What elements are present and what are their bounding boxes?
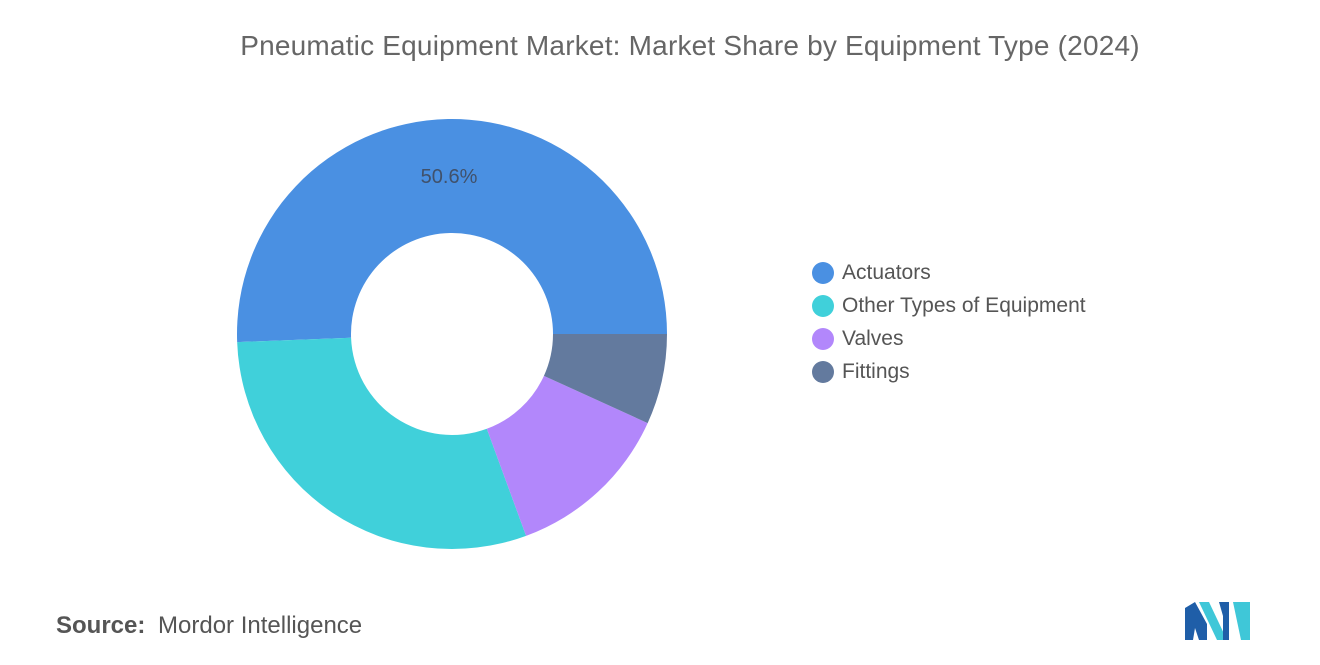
source-note: Source: Mordor Intelligence	[56, 612, 362, 640]
slice-valves[interactable]	[486, 375, 648, 536]
legend-label-valves: Valves	[842, 326, 904, 350]
chart-title: Pneumatic Equipment Market: Market Share…	[240, 30, 1140, 61]
legend-label-other-types: Other Types of Equipment	[842, 293, 1086, 317]
legend-marker-valves	[812, 327, 834, 350]
source-text: Mordor Intelligence	[158, 612, 363, 639]
slice-actuators[interactable]	[236, 119, 667, 343]
source-label: Source:	[56, 612, 146, 639]
data-label-actuators: 50.6%	[421, 166, 478, 188]
legend-marker-other-types	[812, 294, 834, 317]
slice-other-types[interactable]	[237, 337, 527, 549]
legend-marker-actuators	[812, 261, 834, 284]
legend-item-other-types[interactable]: Other Types of Equipment	[812, 289, 1086, 322]
legend-label-fittings: Fittings	[842, 359, 910, 383]
slice-fittings[interactable]	[543, 334, 667, 424]
legend: Actuators Other Types of Equipment Valve…	[812, 256, 1086, 388]
legend-marker-fittings	[812, 360, 834, 383]
mordor-intelligence-logo-icon	[1185, 602, 1250, 640]
legend-item-valves[interactable]: Valves	[812, 322, 1086, 355]
legend-item-actuators[interactable]: Actuators	[812, 256, 1086, 289]
legend-item-fittings[interactable]: Fittings	[812, 355, 1086, 388]
legend-label-actuators: Actuators	[842, 260, 931, 284]
